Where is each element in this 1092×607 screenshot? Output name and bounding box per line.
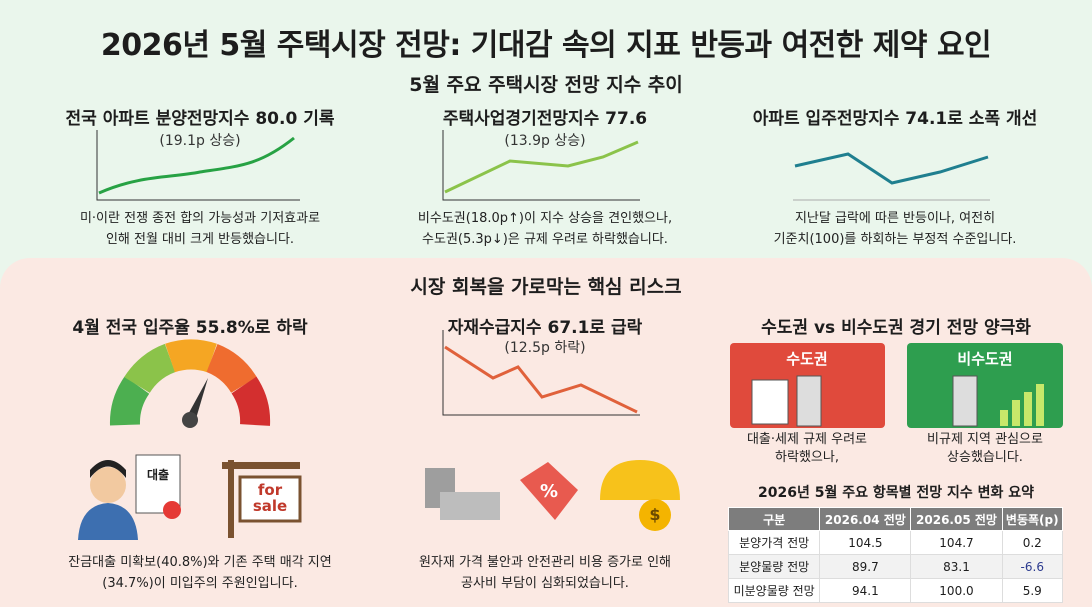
table-cell: 분양가격 전망 <box>727 530 821 555</box>
icon-text: % <box>539 481 559 502</box>
icon-text: 대출 <box>146 468 170 482</box>
table-row: 분양물량 전망 89.7 83.1 -6.6 <box>727 554 1064 579</box>
table-cell: 94.1 <box>819 578 912 603</box>
line: 원자재 가격 불안과 안전관리 비용 증가로 인해 <box>418 555 672 570</box>
trend-line <box>444 345 638 414</box>
line: 잔금대출 미확보(40.8%)와 기존 주택 매각 지연 <box>68 555 332 570</box>
table-row: 미분양물량 전망 94.1 100.0 5.9 <box>727 578 1064 603</box>
gauge <box>109 339 271 426</box>
header-cell: 변동폭(p) <box>1001 507 1064 531</box>
risk-title: 수도권 vs 비수도권 경기 전망 양극화 <box>761 318 1031 338</box>
line: 하락했으나, <box>775 450 839 465</box>
gauge-hub <box>182 412 198 428</box>
table-cell: 5.9 <box>1001 578 1064 603</box>
axis <box>96 130 300 201</box>
person-head <box>90 467 126 503</box>
table-cell: 104.5 <box>819 530 912 555</box>
table-cell: -6.6 <box>1001 554 1064 579</box>
line: 인해 전월 대비 크게 반등했습니다. <box>105 232 295 247</box>
region-label: 수도권 <box>786 350 828 368</box>
card-desc: 비수도권(18.0p↑)이 지수 상승을 견인했으나, 수도권(5.3p↓)은 규… <box>418 208 672 250</box>
sale-sign-text: for sale <box>253 482 287 514</box>
growth-bars <box>1000 384 1044 426</box>
risk-title: 자재수급지수 67.1로 급락 <box>447 318 643 338</box>
table-header: 구분 2026.04 전망 2026.05 전망 변동폭(p) <box>727 507 1064 531</box>
section-title: 5월 주요 주택시장 전망 지수 추이 <box>409 74 683 96</box>
axis <box>442 130 640 201</box>
coin <box>639 499 671 531</box>
reject-icon <box>163 501 181 519</box>
header-cell: 2026.04 전망 <box>819 507 912 531</box>
header-cell: 구분 <box>727 507 821 531</box>
line: 비수도권(18.0p↑)이 지수 상승을 견인했으나, <box>417 211 673 226</box>
section-title: 시장 회복을 가로막는 핵심 리스크 <box>410 276 682 298</box>
table-cell: 104.7 <box>910 530 1003 555</box>
table-row: 분양가격 전망 104.5 104.7 0.2 <box>727 530 1064 555</box>
line: 미·이란 전쟁 종전 합의 가능성과 기저효과로 <box>79 211 321 226</box>
icon-text: $ <box>649 505 661 524</box>
line: 수도권(5.3p↓)은 규제 우려로 하락했습니다. <box>422 232 668 247</box>
price-tag <box>520 462 578 520</box>
line: sale <box>252 497 288 515</box>
table-cell: 분양물량 전망 <box>727 554 821 579</box>
card-sub: (19.1p 상승) <box>159 133 241 149</box>
risk-title: 4월 전국 입주율 55.8%로 하락 <box>72 318 308 338</box>
helmet <box>600 460 680 500</box>
region-label: 비수도권 <box>957 350 1013 368</box>
card-sub: (13.9p 상승) <box>504 133 586 149</box>
table-cell: 100.0 <box>910 578 1003 603</box>
table-cell: 미분양물량 전망 <box>727 578 821 603</box>
table-cell: 83.1 <box>910 554 1003 579</box>
table-cell: 0.2 <box>1001 530 1064 555</box>
header-cell: 2026.05 전망 <box>910 507 1003 531</box>
line: 비규제 지역 관심으로 <box>927 432 1043 447</box>
line: 대출·세제 규제 우려로 <box>746 432 868 447</box>
building-icon <box>952 375 978 427</box>
gauge-needle <box>185 378 208 422</box>
doc-icon <box>751 379 789 425</box>
card-title: 주택사업경기전망지수 77.6 <box>442 109 648 129</box>
sale-sign <box>238 475 302 523</box>
line: 상승했습니다. <box>947 450 1023 465</box>
line: (34.7%)이 미입주의 주원인입니다. <box>102 576 298 591</box>
person-body <box>78 503 138 540</box>
risk-sub: (12.5p 하락) <box>504 340 586 356</box>
line: 지난달 급락에 따른 반등이나, 여전히 <box>794 211 996 226</box>
table-body: 분양가격 전망 104.5 104.7 0.2 분양물량 전망 89.7 83.1 -6.6 미… <box>727 530 1064 603</box>
table-title: 2026년 5월 주요 항목별 전망 지수 변화 요약 <box>757 485 1035 501</box>
trend-line <box>444 140 639 194</box>
sign-post <box>228 460 234 538</box>
title: 2026년 5월 주택시장 전망: 기대감 속의 지표 반등과 여전한 제약 요… <box>100 28 992 63</box>
line: for <box>257 481 283 499</box>
risk-desc: 잔금대출 미확보(40.8%)와 기존 주택 매각 지연 (34.7%)이 미입주… <box>68 552 331 594</box>
card-title: 전국 아파트 분양전망지수 80.0 기록 <box>65 109 335 129</box>
table-cell: 89.7 <box>819 554 912 579</box>
line: 공사비 부담이 심화되었습니다. <box>461 576 629 591</box>
axis <box>442 330 640 416</box>
summary-table: 구분 2026.04 전망 2026.05 전망 변동폭(p) 분양가격 전망 104.… <box>727 507 1064 603</box>
trend-line <box>98 136 295 195</box>
line: 기준치(100)를 하회하는 부정적 수준입니다. <box>773 232 1017 247</box>
building-icon <box>796 375 822 427</box>
card-title: 아파트 입주전망지수 74.1로 소폭 개선 <box>752 109 1038 129</box>
trend-line <box>794 152 989 185</box>
